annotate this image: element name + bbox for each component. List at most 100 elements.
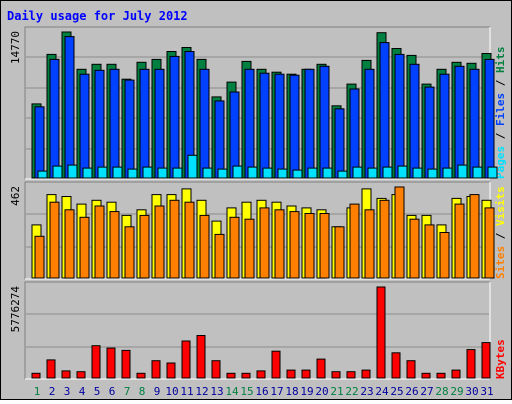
- bar-files: [319, 65, 330, 179]
- x-tick-label: 12: [195, 385, 208, 398]
- legend-separator: /: [494, 226, 507, 246]
- bar-files: [199, 68, 210, 179]
- bar-files: [394, 53, 405, 179]
- bar-pages: [427, 168, 438, 179]
- chart-panel-1: 14770 Pages / Files / Hits: [9, 26, 507, 180]
- bar-kbytes: [301, 369, 311, 379]
- bar-pages: [247, 166, 258, 179]
- bar-files: [139, 68, 150, 179]
- bar-pages: [97, 166, 108, 179]
- bar-files: [109, 68, 120, 179]
- bar-pages: [232, 165, 243, 179]
- bar-sites: [139, 214, 150, 279]
- x-tick-label: 15: [240, 385, 253, 398]
- bar-pages: [367, 167, 378, 179]
- bar-files: [379, 42, 390, 179]
- x-tick-label: 29: [450, 385, 463, 398]
- legend-separator: /: [494, 126, 507, 146]
- bar-sites: [454, 203, 465, 279]
- bar-files: [259, 72, 270, 179]
- bar-kbytes: [361, 369, 371, 379]
- bar-files: [169, 55, 180, 179]
- x-tick-label: 3: [64, 385, 71, 398]
- bar-pages: [487, 166, 498, 179]
- y-max-label: 462: [9, 186, 22, 206]
- bar-kbytes: [316, 358, 326, 379]
- bar-pages: [82, 167, 93, 179]
- bar-files: [469, 68, 480, 179]
- x-tick-label: 10: [165, 385, 178, 398]
- x-tick-label: 30: [465, 385, 478, 398]
- bar-files: [424, 86, 435, 179]
- x-tick-label: 8: [139, 385, 146, 398]
- bar-files: [304, 68, 315, 179]
- x-tick-label: 6: [109, 385, 116, 398]
- bar-kbytes: [421, 372, 431, 379]
- bar-sites: [319, 213, 330, 279]
- bar-files: [364, 68, 375, 179]
- bar-files: [439, 73, 450, 179]
- bar-sites: [229, 216, 240, 279]
- bar-kbytes: [151, 360, 161, 379]
- bar-pages: [472, 166, 483, 179]
- bar-kbytes: [226, 372, 236, 379]
- bar-sites: [94, 205, 105, 279]
- bar-files: [34, 106, 45, 179]
- bar-files: [154, 68, 165, 179]
- chart-title: Daily usage for July 2012: [7, 9, 188, 23]
- bar-sites: [244, 218, 255, 279]
- bar-sites: [109, 211, 120, 279]
- bar-kbytes: [181, 340, 191, 379]
- x-tick-label: 14: [225, 385, 239, 398]
- x-tick-label: 11: [180, 385, 193, 398]
- bar-sites: [469, 194, 480, 279]
- chart-panel-3: 5776274 KBytes: [9, 281, 507, 380]
- x-tick-label: 21: [330, 385, 343, 398]
- bar-pages: [412, 167, 423, 179]
- bar-kbytes: [286, 369, 296, 379]
- bar-sites: [124, 226, 135, 279]
- bar-files: [244, 68, 255, 179]
- bar-pages: [127, 168, 138, 179]
- bar-sites: [274, 209, 285, 279]
- x-tick-label: 18: [285, 385, 298, 398]
- bar-kbytes: [106, 347, 116, 379]
- bar-kbytes: [436, 372, 446, 379]
- legend-label: Sites / Visits: [494, 186, 507, 279]
- bar-pages: [352, 166, 363, 179]
- bar-kbytes: [31, 372, 41, 379]
- bar-sites: [49, 201, 60, 279]
- bar-sites: [349, 203, 360, 279]
- bar-pages: [442, 167, 453, 179]
- bar-pages: [142, 166, 153, 179]
- bar-pages: [457, 164, 468, 179]
- x-tick-label: 5: [94, 385, 101, 398]
- bar-pages: [52, 165, 63, 179]
- bar-kbytes: [346, 371, 356, 379]
- bar-files: [214, 100, 225, 179]
- bar-files: [124, 79, 135, 179]
- bar-sites: [289, 211, 300, 279]
- bar-kbytes: [481, 342, 491, 379]
- bar-pages: [67, 164, 78, 179]
- x-tick-label: 26: [405, 385, 418, 398]
- x-tick-label: 22: [345, 385, 358, 398]
- x-tick-label: 7: [124, 385, 131, 398]
- x-tick-label: 4: [79, 385, 86, 398]
- chart-panel-2: 462 Sites / Visits: [9, 181, 507, 280]
- bar-kbytes: [406, 360, 416, 379]
- bar-pages: [202, 167, 213, 179]
- bar-files: [229, 91, 240, 179]
- bar-pages: [397, 165, 408, 179]
- bar-sites: [214, 233, 225, 279]
- bar-sites: [409, 218, 420, 279]
- x-tick-label: 9: [154, 385, 161, 398]
- bar-files: [409, 63, 420, 179]
- bar-sites: [439, 232, 450, 279]
- bar-files: [484, 58, 495, 179]
- bar-sites: [199, 214, 210, 279]
- x-tick-label: 25: [390, 385, 403, 398]
- bar-files: [334, 108, 345, 179]
- bar-pages: [307, 167, 318, 179]
